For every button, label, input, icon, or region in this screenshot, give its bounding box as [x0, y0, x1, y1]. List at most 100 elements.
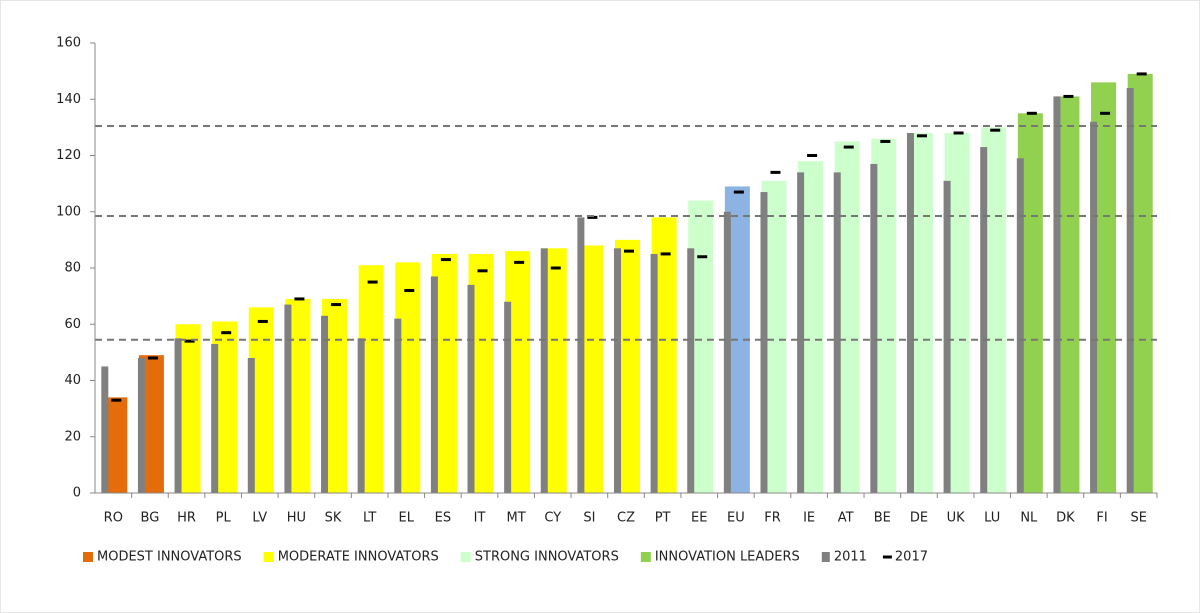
bar-2011 — [797, 172, 805, 493]
bar-2011 — [247, 358, 255, 493]
dash-2017 — [331, 303, 342, 307]
x-tick-label: LU — [984, 511, 1000, 526]
x-tick-label: EE — [691, 511, 707, 526]
legend-swatch — [83, 552, 93, 562]
x-tick-label: SE — [1130, 511, 1146, 526]
x-tick-label: PT — [655, 511, 671, 526]
x-tick-label: MT — [507, 511, 526, 526]
x-tick-label: SI — [583, 511, 595, 526]
bar-2011 — [870, 163, 878, 493]
bar-2011 — [943, 180, 951, 493]
dash-2017 — [477, 269, 488, 273]
dash-2017 — [294, 297, 305, 301]
x-tick-label: DK — [1056, 511, 1075, 526]
dash-2017 — [624, 249, 634, 253]
dash-2017 — [990, 128, 1001, 132]
bar-2011 — [357, 338, 365, 493]
x-tick-label: BG — [141, 511, 160, 526]
dash-2017 — [660, 252, 671, 256]
dash-2017 — [880, 139, 891, 143]
bar-2011 — [906, 133, 914, 493]
bar-2011 — [614, 248, 621, 493]
x-tick-label: UK — [947, 511, 966, 526]
y-tick-label: 0 — [73, 486, 81, 501]
legend-label: INNOVATION LEADERS — [655, 550, 800, 565]
legend-label: MODERATE INNOVATORS — [278, 550, 439, 565]
y-tick-label: 160 — [56, 36, 81, 51]
x-tick-label: BE — [874, 511, 891, 526]
x-tick-label: DE — [910, 511, 928, 526]
bar-2011 — [467, 284, 475, 493]
dash-2017 — [1063, 94, 1074, 98]
x-tick-label: NL — [1020, 511, 1038, 526]
dash-2017 — [1100, 111, 1111, 115]
x-tick-label: ES — [435, 511, 451, 526]
x-tick-label: HR — [177, 511, 196, 526]
dash-2017 — [221, 331, 232, 335]
dash-2017 — [953, 131, 964, 135]
x-tick-label: FI — [1096, 511, 1107, 526]
x-tick-label: LT — [363, 511, 376, 526]
dash-2017 — [916, 134, 927, 138]
y-tick-label: 100 — [56, 204, 81, 219]
x-tick-label: CZ — [617, 511, 635, 526]
bar-2011 — [211, 343, 219, 493]
y-tick-label: 140 — [56, 92, 81, 107]
bar-2011 — [1090, 121, 1098, 493]
x-tick-label: IE — [803, 511, 815, 526]
dash-2017 — [111, 398, 122, 402]
bar-2011 — [137, 358, 145, 493]
dash-2017 — [843, 145, 854, 149]
bar-2011 — [833, 172, 841, 493]
bar-2011 — [723, 211, 731, 493]
x-tick-label: HU — [287, 511, 306, 526]
bar-2011 — [540, 248, 548, 493]
y-tick-label: 120 — [56, 148, 81, 163]
bar-2011 — [394, 318, 402, 493]
dash-2017 — [733, 190, 744, 194]
dash-2017 — [1026, 111, 1037, 115]
dash-2017 — [404, 289, 415, 292]
legend-swatch — [640, 552, 651, 562]
bar-2011 — [980, 147, 988, 493]
legend-swatch — [821, 552, 830, 562]
bar-2011 — [650, 253, 658, 493]
dash-2017 — [147, 356, 158, 360]
dash-2017 — [587, 215, 598, 219]
x-tick-label: PL — [216, 511, 232, 526]
legend-label: 2011 — [834, 550, 867, 565]
dash-2017 — [697, 255, 708, 259]
legend-swatch — [263, 552, 274, 562]
dash-2017 — [514, 260, 525, 264]
dash-2017 — [257, 319, 268, 323]
y-tick-label: 80 — [64, 261, 81, 276]
bar-2011 — [430, 276, 438, 493]
dash-2017 — [550, 266, 561, 270]
dash-2017 — [440, 258, 451, 262]
legend-label: 2017 — [895, 550, 928, 565]
x-tick-label: EL — [399, 511, 415, 526]
y-tick-label: 20 — [64, 429, 81, 444]
bar-2011 — [760, 192, 768, 493]
bar-2011 — [174, 338, 182, 493]
bar-2011 — [577, 217, 585, 493]
bar-2011 — [1016, 158, 1024, 493]
bar-2011 — [1126, 88, 1134, 493]
x-tick-label: SK — [325, 511, 342, 526]
dash-2017 — [367, 280, 378, 284]
bar-2011 — [504, 301, 512, 493]
dash-2017 — [807, 154, 818, 157]
x-tick-label: FR — [764, 511, 781, 526]
x-tick-label: EU — [727, 511, 745, 526]
bar-2011 — [1053, 96, 1061, 493]
x-tick-label: IT — [474, 511, 486, 526]
x-tick-label: RO — [104, 511, 123, 526]
y-tick-label: 60 — [64, 317, 81, 332]
legend-swatch — [882, 555, 892, 559]
bar-2011 — [101, 366, 109, 493]
dash-2017 — [184, 339, 195, 343]
legend-label: MODEST INNOVATORS — [97, 550, 242, 565]
bar-2011 — [321, 315, 329, 493]
legend-label: STRONG INNOVATORS — [475, 550, 619, 565]
